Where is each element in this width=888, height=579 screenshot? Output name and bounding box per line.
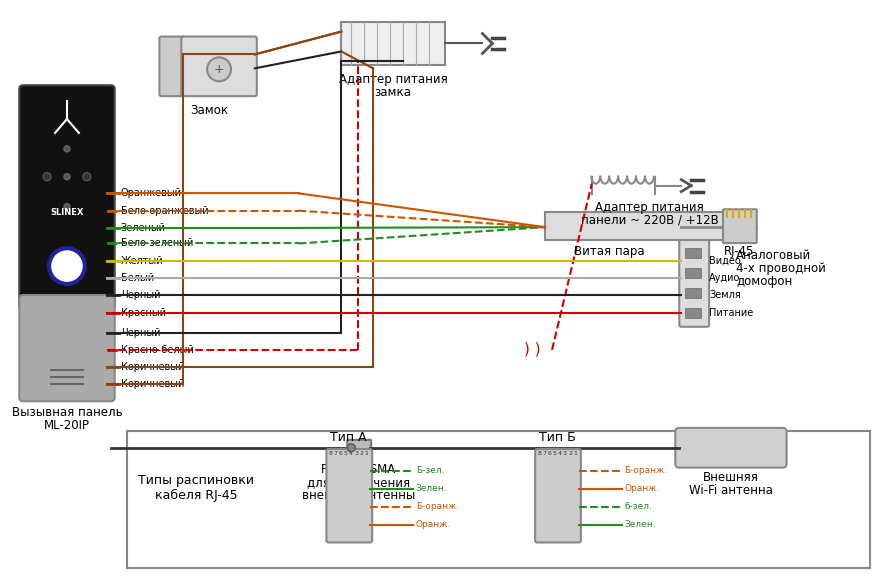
- Text: 8: 8: [329, 450, 332, 456]
- Bar: [686, 248, 702, 258]
- Circle shape: [64, 174, 70, 179]
- FancyBboxPatch shape: [160, 36, 186, 96]
- Text: Тип А: Тип А: [330, 431, 367, 444]
- Text: Замок: Замок: [190, 104, 228, 116]
- Circle shape: [207, 57, 231, 81]
- Text: Черный: Черный: [121, 328, 160, 338]
- Text: Вызывная панель: Вызывная панель: [12, 406, 123, 419]
- Text: Wi-Fi антенна: Wi-Fi антенна: [689, 484, 773, 497]
- Text: RJ-45: RJ-45: [724, 245, 754, 258]
- Circle shape: [49, 248, 85, 284]
- Text: внешней антенны: внешней антенны: [302, 489, 415, 502]
- Text: Красный: Красный: [121, 307, 166, 317]
- FancyBboxPatch shape: [679, 239, 710, 327]
- Text: Аналоговый: Аналоговый: [736, 249, 811, 262]
- Text: SLINEX: SLINEX: [51, 208, 83, 217]
- Text: Питание: Питание: [710, 307, 753, 317]
- Text: Зелен.: Зелен.: [624, 520, 656, 529]
- Bar: [341, 21, 445, 65]
- Text: Б-оранж.: Б-оранж.: [416, 502, 459, 511]
- Text: Адаптер питания: Адаптер питания: [595, 201, 704, 214]
- FancyBboxPatch shape: [675, 428, 787, 468]
- Bar: [545, 212, 724, 240]
- FancyBboxPatch shape: [535, 449, 581, 543]
- FancyBboxPatch shape: [181, 36, 257, 96]
- Circle shape: [83, 173, 91, 181]
- Text: Б-зел.: Б-зел.: [416, 467, 444, 475]
- Text: 4: 4: [558, 450, 562, 456]
- FancyBboxPatch shape: [347, 440, 371, 456]
- Text: Бело-оранжевый: Бело-оранжевый: [121, 206, 209, 215]
- Text: 6: 6: [339, 450, 343, 456]
- Text: ) ): ) ): [524, 342, 541, 357]
- Text: 4: 4: [349, 450, 353, 456]
- FancyBboxPatch shape: [20, 85, 115, 309]
- Text: 3: 3: [354, 450, 358, 456]
- Text: 2: 2: [360, 450, 363, 456]
- FancyBboxPatch shape: [327, 449, 372, 543]
- Text: ML-20IP: ML-20IP: [44, 419, 90, 432]
- Circle shape: [64, 204, 70, 210]
- Text: Красно-белый: Красно-белый: [121, 345, 194, 355]
- Text: Коричневый: Коричневый: [121, 379, 184, 390]
- Circle shape: [347, 444, 355, 452]
- Circle shape: [64, 146, 70, 152]
- Text: Зелен.: Зелен.: [416, 484, 448, 493]
- Text: домофон: домофон: [736, 274, 792, 288]
- Text: Разъем SMA: Разъем SMA: [321, 463, 395, 476]
- Bar: [686, 308, 702, 318]
- Text: Видео: Видео: [710, 256, 741, 266]
- Text: Белый: Белый: [121, 273, 154, 283]
- Text: Земля: Земля: [710, 290, 741, 301]
- Text: Черный: Черный: [121, 290, 160, 301]
- Text: Оранж.: Оранж.: [416, 520, 451, 529]
- Text: 1: 1: [574, 450, 577, 456]
- Text: Б-оранж.: Б-оранж.: [624, 467, 668, 475]
- Text: 5: 5: [552, 450, 557, 456]
- Text: Оранж.: Оранж.: [624, 484, 660, 493]
- Text: кабеля RJ-45: кабеля RJ-45: [155, 489, 237, 503]
- FancyBboxPatch shape: [20, 295, 115, 401]
- Text: замка: замка: [375, 86, 411, 98]
- Text: Адаптер питания: Адаптер питания: [338, 73, 448, 86]
- Bar: [127, 431, 870, 569]
- Circle shape: [44, 173, 52, 181]
- Text: 6: 6: [548, 450, 551, 456]
- Text: 5: 5: [344, 450, 348, 456]
- Text: +: +: [214, 63, 225, 76]
- FancyBboxPatch shape: [723, 209, 757, 243]
- Text: Витая пара: Витая пара: [575, 245, 645, 258]
- Text: 1: 1: [365, 450, 369, 456]
- Text: Типы распиновки: Типы распиновки: [139, 474, 254, 488]
- Text: Бело-зеленый: Бело-зеленый: [121, 239, 193, 248]
- Text: Тип Б: Тип Б: [539, 431, 575, 444]
- Text: 3: 3: [563, 450, 567, 456]
- Text: Коричневый: Коричневый: [121, 362, 184, 372]
- Text: панели ~ 220В / +12В: панели ~ 220В / +12В: [581, 214, 718, 227]
- Text: Внешняя: Внешняя: [703, 471, 759, 484]
- Text: 4-х проводной: 4-х проводной: [736, 262, 826, 274]
- Text: 2: 2: [568, 450, 572, 456]
- Text: 8: 8: [537, 450, 541, 456]
- Bar: [686, 288, 702, 298]
- Text: 7: 7: [543, 450, 546, 456]
- Text: Оранжевый: Оранжевый: [121, 188, 182, 199]
- Text: для поключения: для поключения: [306, 476, 409, 489]
- Text: б-зел.: б-зел.: [624, 502, 653, 511]
- Text: Желтый: Желтый: [121, 256, 163, 266]
- Text: Аудио: Аудио: [710, 273, 741, 283]
- Text: Зеленый: Зеленый: [121, 223, 166, 233]
- Text: 7: 7: [334, 450, 337, 456]
- Bar: [686, 268, 702, 278]
